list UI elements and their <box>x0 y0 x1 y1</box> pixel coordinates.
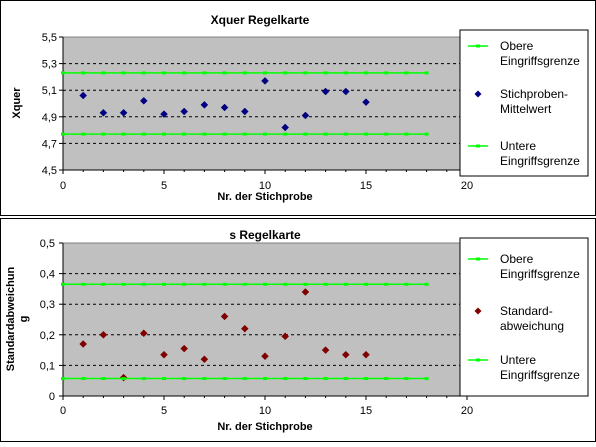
s-chart: s Regelkarte 0 0,1 0,2 0,3 0,4 0,5 0 5 10 15 20 Nr. … <box>5 228 589 433</box>
y-tick-label: 0 <box>49 391 55 403</box>
data-point <box>139 329 148 338</box>
legend-box <box>459 29 589 177</box>
data-point <box>261 352 269 361</box>
data-point <box>261 77 269 85</box>
y-tick-label: 4,5 <box>42 165 57 177</box>
x-tick-label: 10 <box>259 405 271 417</box>
legend-label: Obere <box>500 252 534 266</box>
data-point <box>220 103 229 112</box>
data-point <box>240 107 249 116</box>
legend-label: Untere <box>500 139 536 153</box>
legend-label: Mittelwert <box>500 102 552 116</box>
y-tick-label: 0,1 <box>40 360 55 372</box>
x-tick-label: 5 <box>161 405 167 417</box>
chart-title: Xquer Regelkarte <box>211 13 310 27</box>
y-axis-title-line: Standardabweichun <box>5 266 17 371</box>
data-point <box>160 350 168 359</box>
x-tick-label: 0 <box>60 405 66 417</box>
data-point <box>301 111 310 120</box>
data-point <box>79 340 88 348</box>
legend-label: Obere <box>500 39 534 53</box>
data-point <box>281 123 290 132</box>
y-tick-label: 5,1 <box>42 85 57 97</box>
x-tick-label: 15 <box>360 405 372 417</box>
x-tick-label: 20 <box>461 405 473 417</box>
data-point <box>301 288 310 296</box>
x-tick-label: 20 <box>461 180 473 192</box>
y-tick-label: 0,2 <box>40 330 55 342</box>
legend-swatch-point <box>474 307 482 315</box>
x-axis-title: Nr. der Stichprobe <box>217 191 312 203</box>
legend-swatch-point <box>474 90 482 98</box>
x-tick-label: 5 <box>161 180 167 192</box>
y-axis-title: Xquer <box>11 87 23 119</box>
legend-label: abweichung <box>500 319 564 333</box>
data-point <box>281 332 290 341</box>
y-tick-label: 4,7 <box>42 138 57 150</box>
x-axis-title: Nr. der Stichprobe <box>217 421 312 433</box>
data-point <box>200 100 209 109</box>
x-tick-label: 0 <box>60 180 66 192</box>
data-point <box>200 355 209 364</box>
legend-box <box>459 237 589 397</box>
y-axis-title: Standardabweichung <box>5 266 30 371</box>
plot-area <box>62 242 468 397</box>
chart-title: s Regelkarte <box>229 228 301 242</box>
x-tick-label: 10 <box>259 180 271 192</box>
legend-label: Untere <box>500 353 536 367</box>
y-tick-label: 5,5 <box>42 32 57 44</box>
data-point <box>99 108 108 117</box>
y-tick-label: 0,5 <box>40 238 55 250</box>
data-point <box>160 110 168 118</box>
y-tick-label: 0,3 <box>40 299 55 311</box>
data-point <box>180 344 189 353</box>
data-point <box>119 108 128 117</box>
legend-label: Eingriffsgrenze <box>500 267 580 281</box>
data-point <box>79 91 88 100</box>
data-point <box>341 350 350 359</box>
y-axis-title-line: Xquer <box>11 87 23 119</box>
y-axis-title-line: g <box>18 316 30 323</box>
legend-label: Standard- <box>500 304 553 318</box>
data-point <box>362 98 370 107</box>
data-point <box>99 330 108 339</box>
data-point <box>220 312 229 321</box>
y-tick-label: 4,9 <box>42 112 57 124</box>
y-tick-label: 0,4 <box>40 269 55 281</box>
data-point <box>180 107 189 116</box>
y-tick-label: 5,3 <box>42 59 57 71</box>
data-point <box>240 324 249 333</box>
data-point <box>321 346 330 354</box>
xbar-chart: Xquer Regelkarte 4,5 4,7 4,9 5,1 5,3 5,5 0 5 10 15… <box>11 13 589 203</box>
data-point <box>139 96 148 105</box>
data-point <box>362 350 370 359</box>
data-point <box>321 87 330 96</box>
legend-label: Eingriffsgrenze <box>500 54 580 68</box>
data-point <box>341 87 350 96</box>
x-tick-label: 15 <box>360 180 372 192</box>
legend-label: Eingriffsgrenze <box>500 368 580 382</box>
plot-area <box>62 36 468 171</box>
legend-label: Stichproben- <box>500 87 568 101</box>
legend-label: Eingriffsgrenze <box>500 154 580 168</box>
